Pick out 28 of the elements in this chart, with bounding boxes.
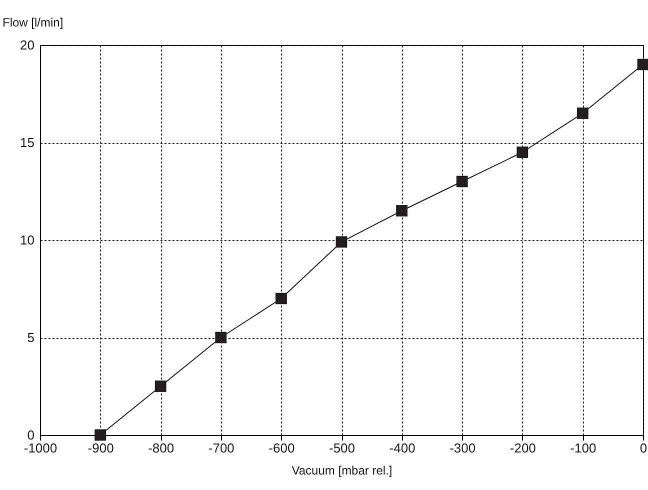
point: [396, 205, 408, 216]
point: [516, 146, 528, 158]
x-tick-label: -700: [208, 440, 234, 456]
point: [456, 176, 468, 188]
y-tick-label: 10: [20, 232, 34, 248]
point: [154, 380, 166, 392]
point: [577, 108, 588, 119]
x-tick-label: -100: [570, 440, 596, 456]
point: [276, 292, 287, 304]
x-tick-label: -600: [268, 440, 295, 456]
x-axis-title: Vacuum [mbar rel.]: [292, 464, 392, 478]
x-tick-label: -300: [450, 440, 476, 456]
x-tick-label: -1000: [24, 440, 58, 456]
y-tick-label: 20: [20, 38, 34, 52]
x-tick-label: 0: [640, 440, 648, 456]
point: [637, 58, 648, 70]
point: [336, 236, 348, 248]
y-tick-label: 0: [27, 428, 34, 442]
x-tick-label: -200: [510, 440, 536, 456]
x-tick-label: -500: [328, 440, 356, 456]
x-tick-label: -800: [148, 440, 174, 456]
point: [94, 429, 106, 441]
y-tick-label: 5: [27, 330, 34, 345]
x-tick-label: -900: [88, 440, 114, 456]
point: [215, 332, 227, 344]
y-tick-label: 15: [20, 135, 34, 150]
x-tick-label: -400: [389, 440, 416, 456]
y-axis-title: Flow [l/min]: [2, 16, 64, 30]
